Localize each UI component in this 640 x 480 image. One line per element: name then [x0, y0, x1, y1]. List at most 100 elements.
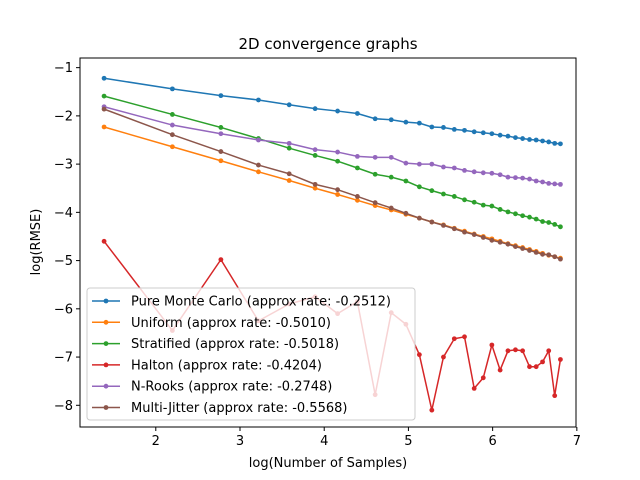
data-point — [101, 93, 107, 99]
data-point — [403, 160, 409, 166]
legend-entry: N-Rooks (approx rate: -0.2748) — [92, 380, 332, 395]
legend-entry: Stratified (approx rate: -0.5018) — [92, 337, 339, 352]
data-point — [101, 75, 107, 81]
data-point — [388, 174, 394, 180]
data-point — [489, 203, 495, 209]
data-point — [480, 235, 486, 240]
data-point — [489, 237, 495, 243]
legend-entry: Multi-Jitter (approx rate: -0.5568) — [92, 401, 347, 416]
data-point — [480, 375, 486, 381]
data-point — [513, 135, 518, 140]
data-point — [429, 188, 435, 194]
data-point — [471, 169, 477, 175]
data-point — [505, 241, 511, 247]
data-point — [552, 254, 558, 260]
data-point — [441, 164, 446, 170]
data-point — [429, 124, 435, 130]
data-point — [218, 257, 224, 263]
legend-entry: Pure Monte Carlo (approx rate: -0.2512) — [92, 295, 391, 310]
x-tick-label: 5 — [404, 434, 412, 449]
legend-label: Pure Monte Carlo (approx rate: -0.2512) — [131, 295, 391, 310]
data-point — [558, 141, 563, 147]
data-point — [218, 131, 224, 137]
y-tick-label: −4 — [54, 206, 73, 221]
data-point — [462, 229, 467, 235]
data-point — [480, 130, 486, 136]
data-point — [372, 200, 378, 206]
data-point — [101, 124, 107, 130]
y-axis-ticks: −1 −2 −3 −4 −5 −6 −7 −8 — [54, 61, 80, 414]
data-point — [312, 181, 318, 187]
data-point — [354, 194, 360, 199]
data-point — [533, 137, 539, 143]
data-point — [429, 161, 435, 167]
data-point — [540, 138, 545, 144]
data-point — [552, 140, 558, 146]
data-point — [513, 347, 518, 353]
data-point — [169, 112, 175, 117]
data-point — [441, 222, 446, 228]
data-point — [372, 116, 378, 122]
series-6 — [101, 106, 563, 262]
data-point — [471, 199, 477, 205]
legend-label: N-Rooks (approx rate: -0.2748) — [131, 380, 332, 395]
data-point — [335, 158, 340, 164]
data-point — [462, 127, 467, 133]
data-point — [169, 122, 175, 128]
legend-entry: Uniform (approx rate: -0.5010) — [92, 316, 331, 331]
data-point — [489, 170, 495, 176]
data-point — [416, 352, 422, 358]
data-point — [513, 175, 518, 181]
data-point — [497, 172, 503, 178]
data-point — [505, 174, 511, 180]
data-point — [354, 165, 360, 171]
x-tick-label: 4 — [320, 434, 328, 449]
legend-label: Stratified (approx rate: -0.5018) — [131, 337, 339, 352]
data-point — [497, 132, 503, 138]
data-point — [533, 216, 539, 222]
data-point — [558, 256, 563, 262]
data-point — [546, 220, 552, 225]
series-3 — [101, 93, 563, 230]
data-point — [558, 224, 563, 230]
data-point — [256, 97, 261, 103]
data-point — [335, 149, 340, 155]
data-point — [462, 197, 467, 203]
y-tick-label: −7 — [54, 351, 73, 366]
chart-title: 2D convergence graphs — [238, 35, 417, 53]
data-point — [546, 252, 552, 258]
data-point — [527, 364, 532, 370]
data-point — [403, 210, 409, 216]
data-point — [335, 192, 340, 197]
legend-label: Halton (approx rate: -0.4204) — [131, 358, 322, 373]
data-point — [335, 187, 340, 193]
data-point — [451, 194, 457, 199]
data-point — [527, 137, 532, 142]
data-point — [256, 169, 261, 175]
data-point — [520, 246, 526, 251]
data-point — [451, 165, 457, 171]
data-point — [505, 133, 511, 139]
data-point — [497, 239, 503, 245]
series-layer — [101, 75, 563, 413]
data-point — [505, 209, 511, 215]
data-point — [513, 244, 518, 250]
data-point — [441, 191, 446, 197]
data-point — [441, 354, 446, 360]
y-tick-label: −2 — [54, 109, 73, 124]
data-point — [480, 170, 486, 176]
data-point — [286, 178, 292, 183]
x-tick-label: 7 — [573, 434, 581, 449]
x-tick-label: 3 — [236, 434, 244, 449]
legend-marker — [103, 319, 109, 325]
legend: Pure Monte Carlo (approx rate: -0.2512) U… — [86, 287, 416, 421]
data-point — [552, 181, 558, 187]
data-point — [497, 367, 503, 373]
x-axis-ticks: 2 3 4 5 6 7 — [152, 427, 581, 449]
data-point — [533, 364, 539, 370]
data-point — [462, 167, 467, 173]
data-point — [403, 178, 409, 184]
x-tick-label: 6 — [488, 434, 496, 449]
data-point — [312, 147, 318, 153]
data-point — [471, 129, 477, 135]
